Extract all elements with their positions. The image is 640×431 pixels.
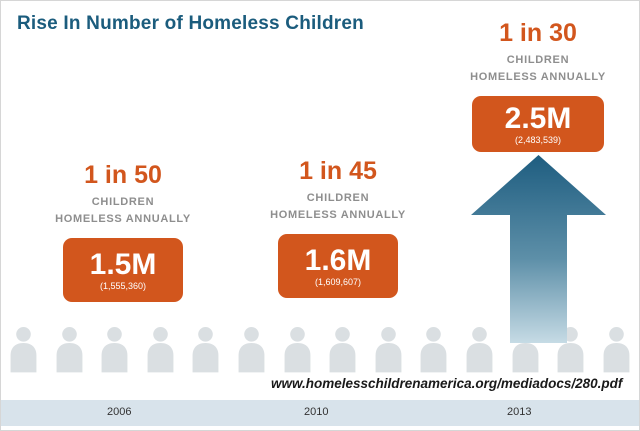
- footer-band: 2006 2010 2013: [1, 400, 639, 426]
- year-label-2006: 2006: [107, 406, 132, 418]
- data-group-2013: 1 in 30 CHILDREN HOMELESS ANNUALLY 2.5M …: [448, 19, 628, 153]
- person-icon: [557, 327, 584, 373]
- person-icon: [421, 327, 447, 373]
- year-label-2013: 2013: [507, 406, 532, 418]
- value-label: 2.5M: [504, 101, 572, 135]
- person-icon: [375, 327, 402, 373]
- value-box: 2.5M (2,483,539): [472, 96, 604, 153]
- person-icon: [329, 327, 356, 373]
- value-box: 1.6M (1,609,607): [278, 234, 398, 299]
- caption-line: HOMELESS ANNUALLY: [270, 209, 406, 222]
- person-icon: [284, 327, 311, 373]
- value-label: 1.5M: [89, 247, 157, 281]
- person-icon: [466, 327, 493, 373]
- source-url: www.homelesschildrenamerica.org/mediadoc…: [267, 375, 627, 392]
- person-icon: [147, 327, 174, 373]
- person-icon: [56, 327, 83, 373]
- exact-value-label: (1,555,360): [99, 281, 147, 292]
- data-group-2006: 1 in 50 CHILDREN HOMELESS ANNUALLY 1.5M …: [43, 161, 203, 303]
- caption-line: CHILDREN: [506, 54, 570, 66]
- data-group-2010: 1 in 45 CHILDREN HOMELESS ANNUALLY 1.6M …: [258, 157, 418, 299]
- caption-line: HOMELESS ANNUALLY: [470, 71, 606, 84]
- up-arrow-icon: [471, 155, 606, 343]
- page-title: Rise In Number of Homeless Children: [17, 13, 364, 34]
- person-icon: [10, 327, 37, 373]
- person-icon: [193, 327, 219, 373]
- exact-value-label: (2,483,539): [514, 135, 562, 146]
- person-icon: [238, 327, 265, 373]
- person-icon: [101, 327, 128, 373]
- exact-value-label: (1,609,607): [314, 277, 362, 288]
- caption-line: CHILDREN: [91, 196, 155, 208]
- year-label-2010: 2010: [304, 406, 329, 418]
- caption-line: CHILDREN: [306, 192, 370, 204]
- value-box: 1.5M (1,555,360): [63, 238, 183, 303]
- caption-line: HOMELESS ANNUALLY: [55, 213, 191, 226]
- ratio-label: 1 in 30: [499, 19, 577, 47]
- ratio-label: 1 in 45: [299, 157, 377, 185]
- person-icon: [603, 327, 630, 373]
- value-label: 1.6M: [304, 243, 372, 277]
- ratio-label: 1 in 50: [84, 161, 162, 189]
